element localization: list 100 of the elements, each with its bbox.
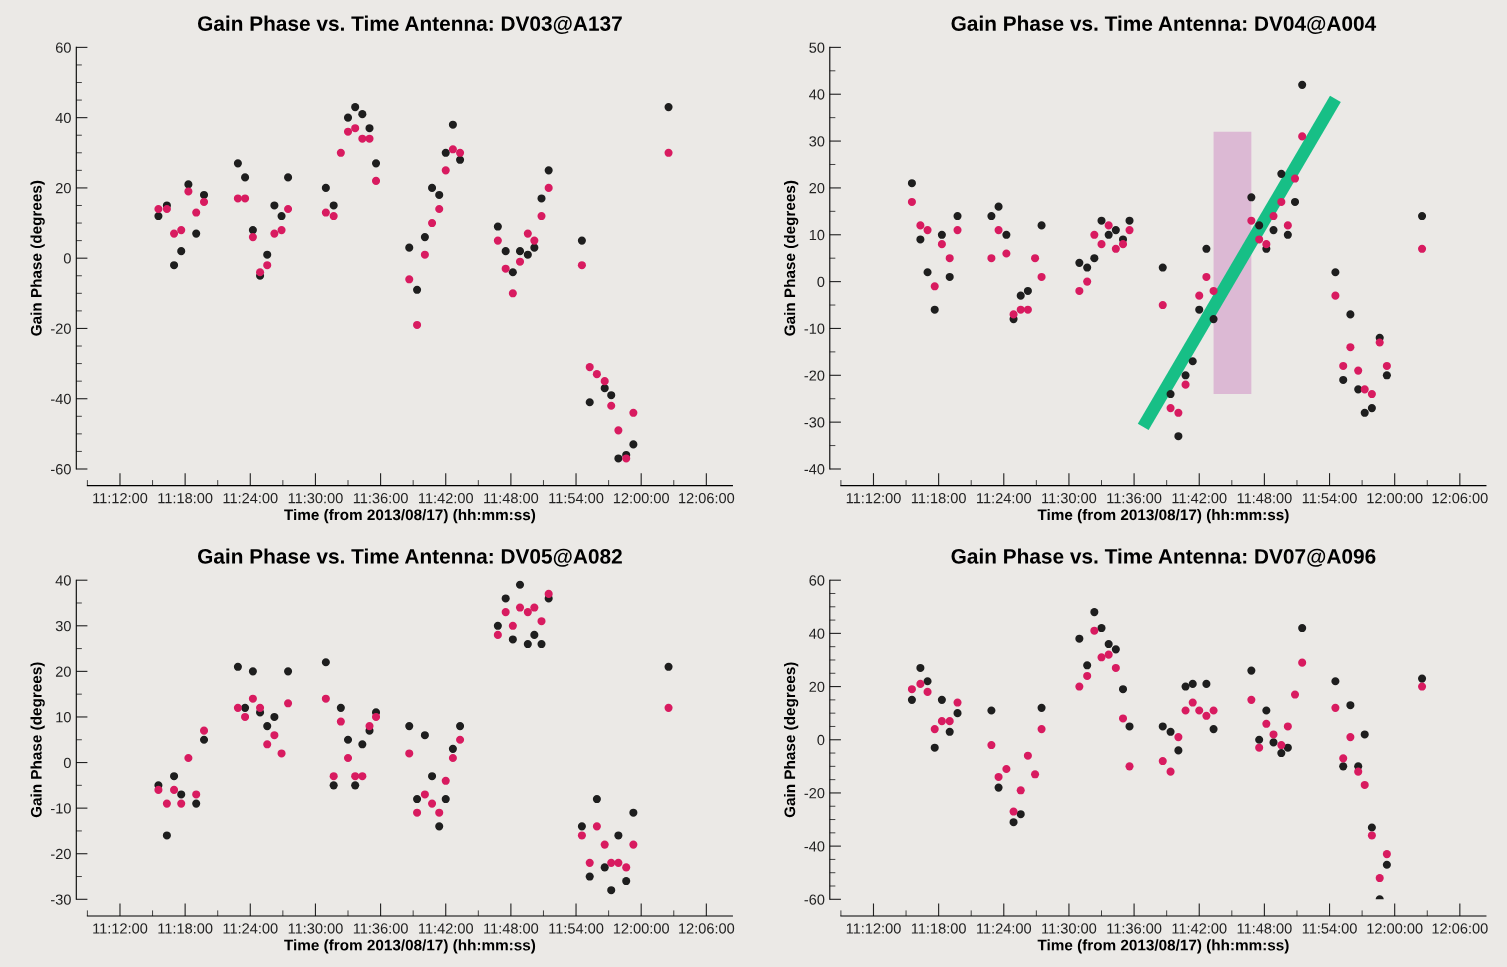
point	[664, 103, 673, 112]
point	[930, 743, 939, 752]
point	[994, 783, 1003, 792]
point	[994, 226, 1003, 235]
point	[1283, 230, 1292, 239]
x-tick-label: 11:54:00	[549, 923, 604, 934]
point	[1166, 404, 1175, 413]
x-tick-label: 11:18:00	[911, 923, 966, 934]
point	[1360, 730, 1369, 739]
x-tick-label: 12:06:00	[1432, 492, 1488, 504]
point	[321, 208, 330, 217]
point	[577, 236, 586, 245]
point	[1174, 733, 1183, 742]
point	[1339, 754, 1348, 763]
point	[930, 305, 939, 314]
point	[614, 858, 623, 867]
x-tick-label: 11:30:00	[288, 492, 343, 504]
point	[1346, 310, 1355, 319]
point	[1009, 310, 1018, 319]
point	[184, 180, 193, 189]
y-tick-label: 0	[817, 276, 825, 288]
x-tick-label: 12:00:00	[1367, 492, 1423, 504]
point	[233, 159, 242, 168]
point	[248, 694, 257, 703]
point	[1255, 221, 1264, 230]
point	[248, 667, 257, 676]
point	[177, 247, 186, 256]
y-tick-label: -20	[51, 323, 71, 334]
y-tick-label: -60	[804, 894, 825, 905]
point	[1083, 263, 1092, 272]
point	[1181, 682, 1190, 691]
point	[1125, 722, 1134, 731]
point	[270, 731, 279, 740]
point	[1354, 366, 1363, 375]
point	[501, 247, 510, 256]
x-tick-label: 11:48:00	[1237, 923, 1292, 934]
point	[365, 134, 374, 143]
point	[248, 233, 257, 242]
x-tick-label: 11:12:00	[93, 923, 148, 934]
x-tick-label: 11:42:00	[419, 492, 474, 504]
point	[162, 799, 171, 808]
point	[1418, 244, 1427, 253]
x-tick-label: 11:24:00	[223, 923, 278, 934]
point	[987, 254, 996, 263]
point	[1023, 286, 1032, 296]
point	[199, 197, 209, 207]
point	[162, 204, 171, 214]
point	[270, 229, 279, 238]
y-tick-label: 40	[55, 575, 71, 586]
point	[1247, 666, 1256, 675]
point	[1075, 258, 1084, 267]
point	[544, 166, 553, 175]
point	[592, 794, 601, 804]
point	[629, 808, 638, 817]
x-tick-label: 11:24:00	[977, 923, 1032, 934]
point	[456, 735, 465, 744]
point	[1097, 653, 1106, 662]
point	[1104, 230, 1113, 239]
point	[1382, 361, 1391, 370]
point	[233, 194, 242, 203]
point	[233, 703, 242, 712]
point	[1075, 682, 1084, 691]
x-tick-label: 11:36:00	[1107, 492, 1162, 504]
chart-title: Gain Phase vs. Time Antenna: DV05@A082	[197, 548, 622, 567]
x-tick-label: 11:30:00	[288, 923, 343, 934]
point	[937, 695, 946, 704]
point	[585, 398, 594, 407]
point	[1382, 850, 1391, 859]
point	[1298, 658, 1307, 667]
point	[1354, 385, 1363, 394]
point	[192, 790, 201, 799]
point	[1090, 608, 1099, 617]
y-tick-label: -10	[804, 323, 825, 334]
y-tick-label: 30	[809, 136, 825, 147]
point	[1174, 746, 1183, 755]
y-axis-title: Gain Phase (degrees)	[783, 180, 799, 336]
point	[629, 440, 638, 449]
point	[1023, 751, 1032, 760]
x-tick-label: 11:48:00	[484, 923, 539, 934]
point	[629, 840, 638, 849]
point	[241, 712, 250, 722]
point	[1037, 221, 1046, 230]
y-tick-label: 60	[809, 575, 825, 586]
point	[607, 886, 616, 895]
point	[1277, 741, 1286, 750]
point	[435, 204, 444, 214]
point	[664, 662, 673, 671]
point	[1174, 432, 1183, 441]
y-tick-label: 0	[63, 253, 71, 264]
point	[907, 179, 916, 188]
x-tick-label: 11:36:00	[1107, 923, 1162, 934]
point	[358, 772, 367, 781]
point	[263, 722, 272, 731]
point	[428, 219, 437, 228]
point	[493, 630, 502, 639]
point	[1255, 743, 1264, 752]
point	[1375, 338, 1384, 347]
point	[1367, 823, 1376, 832]
point	[456, 722, 465, 731]
point	[953, 226, 962, 235]
